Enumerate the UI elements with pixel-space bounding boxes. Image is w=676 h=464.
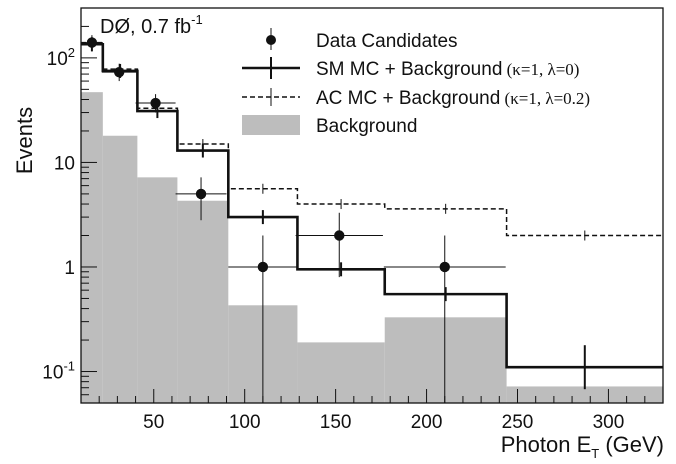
legend-entry-label: AC MC + Background (κ=1, λ=0.2): [316, 88, 590, 109]
x-axis-label-subscript: T: [591, 446, 599, 461]
legend-data-symbol: [266, 35, 276, 45]
y-tick-label: 10: [54, 153, 75, 174]
x-tick-label: 150: [320, 412, 352, 433]
y-tick-label: 1: [64, 258, 75, 279]
legend-background-symbol: [242, 115, 300, 135]
legend-entry-text: AC MC + Background: [316, 88, 500, 109]
background-bin: [137, 177, 178, 403]
axis-ticks: [81, 7, 646, 404]
background-bin: [102, 135, 138, 403]
background-bin: [506, 386, 663, 403]
legend-entry-text: Background: [316, 116, 417, 137]
legend-entry-params: (κ=1, λ=0): [502, 60, 579, 79]
data-point: [195, 188, 207, 200]
x-tick-label: 250: [502, 412, 534, 433]
x-tick-label: 300: [593, 412, 625, 433]
legend-entry-label: Data Candidates: [316, 31, 458, 52]
legend-entry-params: (κ=1, λ=0.2): [500, 89, 590, 108]
background-histogram: [81, 92, 663, 404]
y-tick-label: 102: [47, 45, 75, 70]
legend-entry-label: Background: [316, 116, 417, 137]
x-tick-label: 200: [411, 412, 443, 433]
experiment-label: DØ, 0.7 fb-1: [100, 12, 203, 38]
legend-entry-text: SM MC + Background: [316, 59, 502, 80]
y-tick-label: 10-1: [42, 359, 75, 384]
data-point: [439, 261, 450, 273]
legend: Data Candidates SM MC + Background (κ=1, …: [242, 28, 590, 137]
data-candidates-points: [81, 35, 506, 403]
data-point: [86, 37, 98, 48]
legend-entry-label: SM MC + Background (κ=1, λ=0): [316, 59, 579, 80]
background-bin: [177, 200, 229, 403]
background-bin: [297, 342, 385, 403]
legend-entry-text: Data Candidates: [316, 31, 458, 52]
y-axis-label: Events: [12, 107, 37, 174]
x-axis-label: Photon ET (GeV): [501, 432, 664, 461]
background-bin: [81, 92, 103, 404]
data-point: [150, 97, 161, 109]
x-tick-label: 100: [229, 412, 261, 433]
background-bin: [384, 317, 507, 403]
data-point: [334, 230, 345, 241]
data-point: [113, 66, 125, 78]
x-tick-label: 50: [143, 412, 164, 433]
experiment-label-superscript: -1: [191, 12, 203, 27]
data-point: [257, 261, 269, 273]
